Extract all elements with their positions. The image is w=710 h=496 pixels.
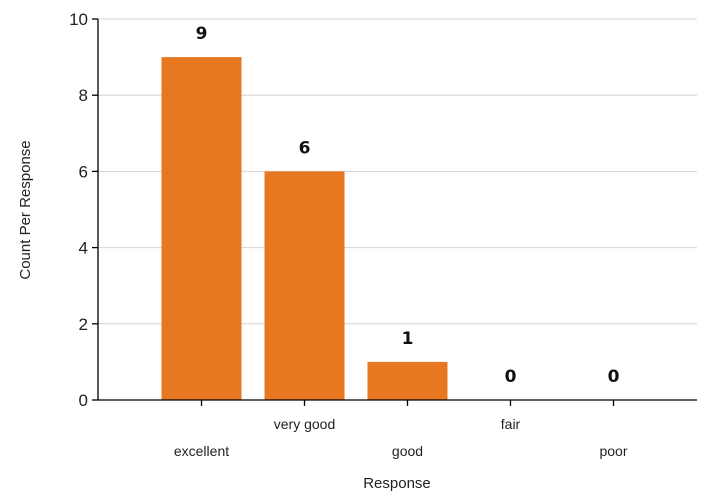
value-label: 0 (608, 367, 620, 387)
value-label: 1 (402, 329, 414, 349)
y-tick-label: 10 (69, 10, 88, 29)
x-category-label: excellent (174, 443, 229, 459)
y-tick-label: 2 (79, 315, 88, 334)
bars (161, 57, 448, 400)
bar-very-good (264, 171, 345, 400)
y-tick-label: 0 (79, 391, 88, 410)
x-category-label: very good (274, 416, 335, 432)
value-label: 0 (505, 367, 517, 387)
x-axis: excellent very good good fair poor (98, 399, 697, 459)
bar-good (367, 361, 448, 400)
x-category-label: good (392, 443, 423, 459)
x-category-label: poor (599, 443, 627, 459)
value-label: 9 (196, 24, 208, 44)
y-tick-label: 6 (79, 162, 88, 181)
x-axis-title: Response (363, 475, 431, 492)
value-label: 6 (299, 138, 311, 158)
y-tick-label: 4 (79, 239, 88, 258)
y-tick-label: 8 (79, 86, 88, 105)
bar-excellent (161, 57, 242, 400)
y-axis-title: Count Per Response (17, 140, 34, 279)
value-labels: 9 6 1 0 0 (196, 24, 620, 387)
y-axis: 0 2 4 6 8 10 (69, 10, 99, 410)
x-category-label: fair (501, 416, 521, 432)
